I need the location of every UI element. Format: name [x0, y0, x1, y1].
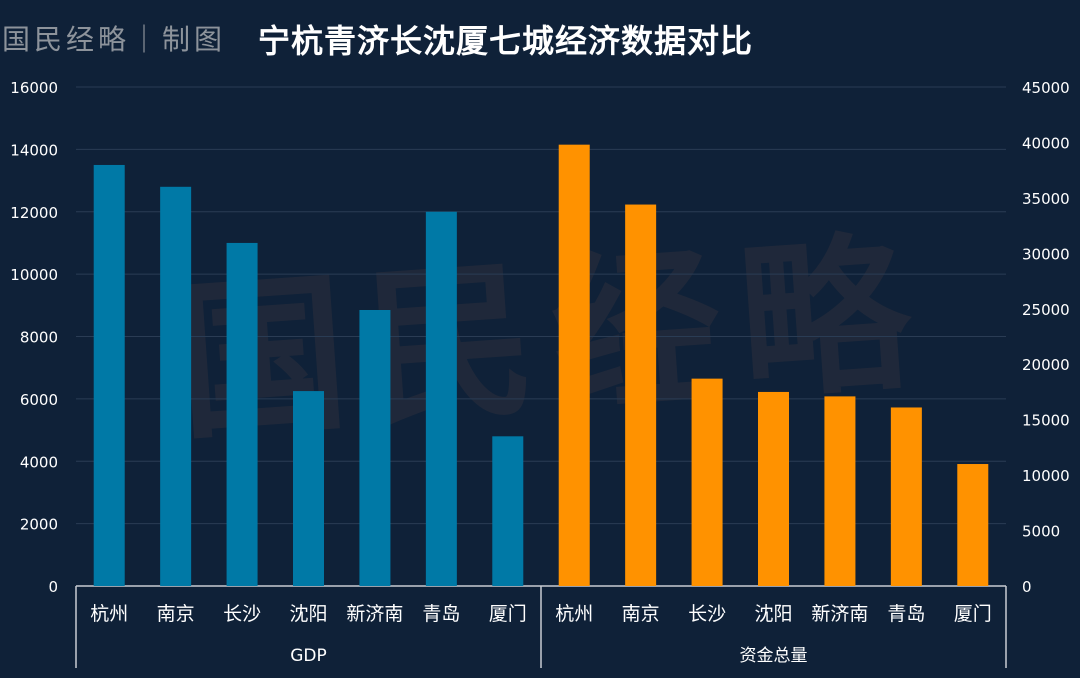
gdp-bar: [359, 309, 391, 586]
y-right-tick-label: 5000: [1022, 523, 1060, 541]
x-group-label: 资金总量: [740, 646, 808, 666]
x-category-label: 杭州: [555, 603, 593, 625]
y-left-tick-label: 6000: [20, 391, 58, 409]
capital-bar: [625, 204, 657, 586]
x-category-label: 沈阳: [754, 603, 792, 625]
y-left-tick-label: 10000: [10, 266, 58, 284]
gdp-bar: [492, 436, 524, 586]
y-right-tick-label: 10000: [1022, 467, 1070, 485]
capital-bar: [558, 144, 590, 586]
x-category-label: 长沙: [223, 603, 261, 625]
gdp-bar: [226, 242, 258, 586]
chart-title: 宁杭青济长沈厦七城经济数据对比: [258, 22, 754, 60]
y-right-tick-label: 30000: [1022, 245, 1070, 263]
y-right-tick-label: 35000: [1022, 190, 1070, 208]
x-category-label: 新济南: [346, 603, 403, 625]
y-left-tick-label: 12000: [10, 204, 58, 222]
y-right-tick-label: 45000: [1022, 79, 1070, 97]
y-left-tick-label: 0: [48, 578, 58, 596]
x-category-label: 长沙: [688, 603, 726, 625]
capital-bar: [890, 407, 922, 586]
x-category-label: 厦门: [954, 603, 992, 625]
x-category-label: 厦门: [489, 603, 527, 625]
x-category-label: 南京: [157, 603, 195, 625]
y-right-tick-label: 20000: [1022, 356, 1070, 374]
y-right-tick-label: 0: [1022, 578, 1032, 596]
gdp-bar: [93, 164, 125, 586]
x-group-label: GDP: [290, 646, 327, 666]
y-left-tick-label: 16000: [10, 79, 58, 97]
y-left-tick-label: 4000: [20, 453, 58, 471]
x-category-label: 新济南: [811, 603, 868, 625]
x-category-label: 南京: [622, 603, 660, 625]
x-category-label: 青岛: [887, 603, 925, 625]
gdp-bar: [425, 211, 457, 586]
y-right-tick-label: 15000: [1022, 412, 1070, 430]
x-category-label: 青岛: [422, 603, 460, 625]
capital-bar: [691, 378, 723, 586]
x-category-label: 沈阳: [289, 603, 327, 625]
brand-label: 国民经略｜制图: [2, 23, 227, 56]
y-right-tick-label: 40000: [1022, 134, 1070, 152]
y-left-tick-label: 8000: [20, 329, 58, 347]
capital-bar: [957, 464, 989, 586]
capital-bar: [824, 396, 856, 586]
y-left-tick-label: 14000: [10, 141, 58, 159]
gdp-bar: [293, 391, 324, 586]
y-left-tick-label: 2000: [20, 516, 58, 534]
x-category-label: 杭州: [90, 603, 128, 625]
y-right-tick-label: 25000: [1022, 301, 1070, 319]
gdp-bar: [160, 186, 192, 587]
capital-bar: [758, 391, 789, 586]
